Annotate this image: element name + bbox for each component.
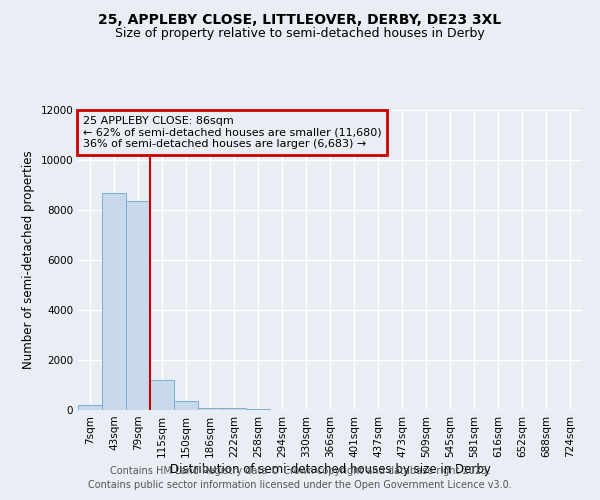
Bar	[198, 408, 222, 410]
Bar	[174, 401, 198, 410]
Bar	[150, 380, 174, 410]
Text: 25 APPLEBY CLOSE: 86sqm
← 62% of semi-detached houses are smaller (11,680)
36% o: 25 APPLEBY CLOSE: 86sqm ← 62% of semi-de…	[83, 116, 382, 149]
X-axis label: Distribution of semi-detached houses by size in Derby: Distribution of semi-detached houses by …	[170, 462, 490, 475]
Y-axis label: Number of semi-detached properties: Number of semi-detached properties	[22, 150, 35, 370]
Text: Contains HM Land Registry data © Crown copyright and database right 2025.
Contai: Contains HM Land Registry data © Crown c…	[88, 466, 512, 490]
Bar	[222, 408, 246, 410]
Bar	[246, 409, 270, 410]
Text: Size of property relative to semi-detached houses in Derby: Size of property relative to semi-detach…	[115, 28, 485, 40]
Bar	[126, 200, 150, 410]
Text: 25, APPLEBY CLOSE, LITTLEOVER, DERBY, DE23 3XL: 25, APPLEBY CLOSE, LITTLEOVER, DERBY, DE…	[98, 12, 502, 26]
Bar	[78, 405, 102, 410]
Bar	[102, 192, 126, 410]
